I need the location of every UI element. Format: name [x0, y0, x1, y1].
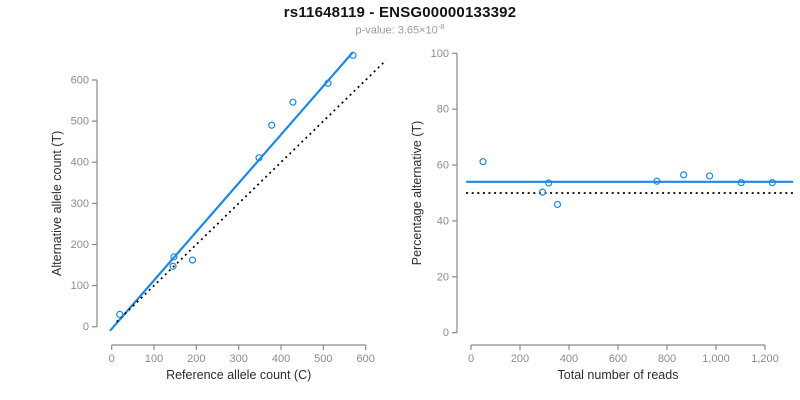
- data-point: [545, 179, 553, 187]
- y-tick-label: 20: [437, 271, 449, 283]
- y-tick-label: 0: [83, 321, 89, 333]
- p-value-prefix: p-value:: [355, 24, 398, 37]
- x-tick-label: 200: [187, 353, 205, 365]
- y-tick-label: 0: [443, 327, 449, 339]
- x-tick-label: 600: [357, 353, 375, 365]
- data-point: [553, 200, 562, 209]
- data-point: [479, 158, 487, 166]
- data-point: [289, 98, 297, 106]
- p-value-base: 3.65×10: [397, 24, 438, 37]
- y-axis-title: Alternative allele count (T): [50, 131, 64, 276]
- data-point: [349, 51, 357, 59]
- y-tick-label: 500: [71, 116, 89, 128]
- y-tick-label: 100: [431, 48, 449, 60]
- x-tick-label: 200: [511, 353, 529, 365]
- y-tick-label: 400: [71, 157, 89, 169]
- x-tick-label: 1,000: [702, 353, 730, 365]
- x-tick-label: 1,200: [751, 353, 779, 365]
- data-point: [680, 171, 688, 179]
- y-tick-label: 80: [437, 104, 449, 116]
- data-point: [116, 310, 124, 318]
- data-point: [188, 256, 197, 264]
- x-tick-label: 0: [468, 353, 474, 365]
- data-point: [255, 154, 263, 162]
- data-point: [653, 177, 661, 185]
- identity-line: [116, 59, 387, 323]
- x-axis-title: Reference allele count (C): [166, 368, 311, 382]
- x-tick-label: 300: [230, 353, 248, 365]
- y-tick-label: 300: [71, 198, 89, 210]
- x-axis-title: Total number of reads: [558, 368, 679, 382]
- regression-line: [109, 51, 354, 332]
- x-tick-label: 100: [145, 353, 163, 365]
- p-value-subtitle: p-value: 3.65×10-8: [0, 22, 800, 37]
- x-tick-label: 0: [109, 353, 115, 365]
- data-point: [538, 188, 547, 196]
- data-point: [169, 262, 177, 270]
- data-point: [737, 179, 745, 187]
- x-tick-label: 600: [609, 353, 627, 365]
- p-value-exponent: -8: [437, 22, 445, 31]
- data-point: [170, 253, 178, 261]
- y-axis-title: Percentage alternative (T): [410, 121, 424, 266]
- data-point: [706, 172, 714, 180]
- allele-count-scatter: 0 100 200 300 400 500 600 Reference allele coun…: [50, 51, 387, 382]
- y-tick-label: 200: [71, 239, 89, 251]
- x-tick-label: 400: [560, 353, 578, 365]
- x-tick-label: 800: [658, 353, 676, 365]
- y-tick-label: 100: [71, 280, 89, 292]
- data-point: [268, 121, 276, 129]
- y-tick-label: 600: [71, 74, 89, 86]
- y-tick-label: 60: [437, 160, 449, 172]
- y-tick-label: 40: [437, 215, 449, 227]
- x-tick-label: 400: [272, 353, 290, 365]
- plot-title: rs11648119 - ENSG00000133392: [283, 4, 517, 21]
- data-point: [324, 79, 332, 87]
- data-point: [768, 179, 776, 187]
- x-tick-label: 500: [314, 353, 332, 365]
